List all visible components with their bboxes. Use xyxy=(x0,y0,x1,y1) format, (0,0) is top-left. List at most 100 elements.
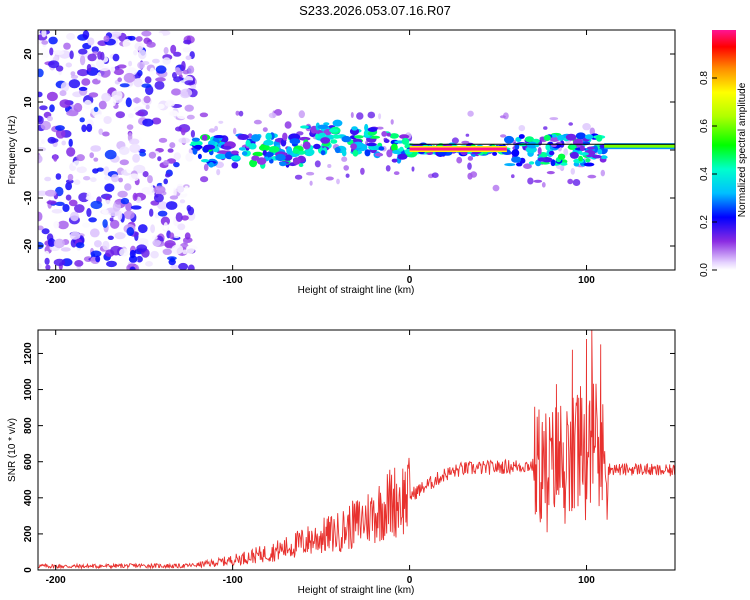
spectrogram-noise-blob xyxy=(38,154,43,164)
spectrogram-noise-blob xyxy=(38,91,43,98)
spectrogram-noise-blob xyxy=(128,113,134,119)
spectrogram-noise-blob xyxy=(87,37,95,46)
spectrogram-noise-blob xyxy=(41,30,47,38)
spectrogram-noise-blob xyxy=(65,62,73,68)
spectrogram-signal-blob xyxy=(392,150,401,154)
spectrogram-noise-blob xyxy=(72,160,85,168)
spectrogram-signal-blob xyxy=(256,157,267,165)
spectrogram-signal-blob xyxy=(575,132,586,140)
spectrogram-noise-blob xyxy=(44,250,50,258)
colorbar-gradient xyxy=(712,30,736,270)
spectrogram-noise-blob xyxy=(178,201,183,208)
spectrogram-noise-blob xyxy=(141,83,152,88)
spectrogram-noise-blob xyxy=(170,264,180,270)
spectrogram-signal-blob xyxy=(552,134,557,138)
spectrogram-noise-blob xyxy=(79,55,86,66)
snr-frame xyxy=(37,329,676,571)
spectrogram-noise-blob xyxy=(53,154,58,162)
spectrogram-noise-blob xyxy=(173,162,180,168)
spectrogram-signal-blob xyxy=(364,149,371,157)
spectrogram-signal-blob xyxy=(579,152,589,156)
spectrogram-noise-blob xyxy=(88,217,97,223)
spectrogram-noise-blob xyxy=(115,200,122,205)
spectrogram-faint-blob xyxy=(253,119,262,125)
spectrogram-noise-blob xyxy=(136,244,148,253)
snr-ytick-label: 800 xyxy=(23,417,34,434)
chart-title: S233.2026.053.07.16.R07 xyxy=(299,3,451,18)
snr-ylabel: SNR (10 * v/v) xyxy=(7,418,18,482)
spectrogram-noise-blob xyxy=(120,197,130,205)
spectrogram-noise-blob xyxy=(61,140,66,146)
spectrogram-faint-blob xyxy=(470,171,478,178)
spectrogram-noise-blob xyxy=(49,47,54,56)
spectrogram-faint-blob xyxy=(238,110,244,117)
spectrogram-xlabel: Height of straight line (km) xyxy=(298,285,415,296)
spectrogram-noise-blob xyxy=(47,238,56,247)
spectrogram-noise-blob xyxy=(152,239,162,247)
spectrogram-noise-blob xyxy=(59,90,67,97)
spectrogram-noise-blob xyxy=(186,245,195,254)
spectrogram-signal-blob xyxy=(197,153,202,160)
spectrogram-noise-blob xyxy=(162,248,172,255)
spectrogram-noise-blob xyxy=(41,228,50,235)
spectrogram-noise-blob xyxy=(169,195,179,200)
spectrogram-noise-blob xyxy=(68,79,81,89)
spectrogram-ytick-label: 20 xyxy=(23,48,34,60)
spectrogram-signal-blob xyxy=(578,155,583,162)
spectrogram-faint-blob xyxy=(589,127,595,136)
spectrogram-signal-blob xyxy=(584,134,594,140)
spectrogram-faint-blob xyxy=(218,120,224,124)
spectrogram-signal-blob xyxy=(537,147,542,155)
spectrogram-signal-blob xyxy=(537,157,547,162)
spectrogram-noise-blob xyxy=(145,104,150,110)
spectrogram-faint-blob xyxy=(233,127,237,135)
spectrogram-noise-blob xyxy=(90,200,103,210)
spectrogram-noise-blob xyxy=(164,101,175,107)
spectrogram-noise-blob xyxy=(96,72,102,81)
spectrogram-signal-blob xyxy=(300,125,309,129)
spectrogram-noise-blob xyxy=(163,222,168,231)
spectrogram-noise-blob xyxy=(90,145,102,152)
spectrogram-noise-blob xyxy=(129,266,136,270)
spectrogram-noise-blob xyxy=(59,99,71,108)
spectrogram-noise-blob xyxy=(168,110,179,117)
spectrogram-noise-blob xyxy=(87,53,97,62)
spectrogram-noise-blob xyxy=(128,60,133,67)
spectrogram-noise-blob xyxy=(184,232,191,240)
spectrogram-signal-blob xyxy=(397,153,408,160)
spectrogram-noise-blob xyxy=(104,149,117,160)
spectrogram-noise-blob xyxy=(110,66,116,73)
spectrogram-faint-blob xyxy=(341,156,348,162)
spectrogram-noise-blob xyxy=(73,179,81,185)
spectrogram-noise-blob xyxy=(178,137,190,144)
spectrogram-faint-blob xyxy=(467,162,472,170)
spectrogram-signal-blob xyxy=(381,131,388,137)
spectrogram-signal-blob xyxy=(216,150,229,155)
colorbar-tick-label: 0.8 xyxy=(699,71,710,85)
snr-ytick-label: 1200 xyxy=(23,342,34,365)
spectrogram-noise-blob xyxy=(106,260,117,268)
spectrogram-noise-blob xyxy=(102,240,110,251)
spectrogram-ytick-label: -10 xyxy=(23,190,34,205)
spectrogram-faint-blob xyxy=(567,178,574,185)
spectrogram-faint-blob xyxy=(314,160,321,168)
spectrogram-noise-blob xyxy=(48,60,60,69)
spectrogram-noise-blob xyxy=(55,201,65,206)
spectrogram-faint-blob xyxy=(367,111,376,119)
spectrogram-noise-blob xyxy=(151,117,162,125)
spectrogram-signal-blob xyxy=(366,142,377,147)
spectrogram-signal-blob xyxy=(518,134,525,139)
spectrogram-signal-blob xyxy=(351,126,358,131)
spectrogram-signal-blob xyxy=(237,134,249,140)
spectrogram-noise-blob xyxy=(185,55,192,61)
spectrogram-noise-blob xyxy=(151,235,158,240)
spectrogram-noise-blob xyxy=(45,189,57,197)
spectrogram-signal-blob xyxy=(249,159,258,168)
spectrogram-signal-blob xyxy=(386,132,391,137)
spectrogram-noise-blob xyxy=(38,262,42,269)
spectrogram-ylabel: Frequency (Hz) xyxy=(7,116,18,185)
spectrogram-noise-blob xyxy=(71,61,76,71)
spectrogram-noise-blob xyxy=(111,98,116,107)
spectrogram-noise-blob xyxy=(182,69,190,75)
spectrogram-noise-blob xyxy=(170,44,177,54)
